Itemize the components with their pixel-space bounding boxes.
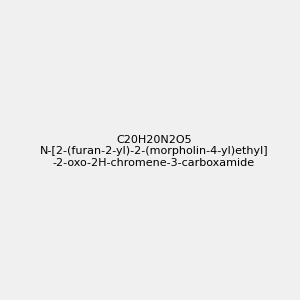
Text: C20H20N2O5
N-[2-(furan-2-yl)-2-(morpholin-4-yl)ethyl]
-2-oxo-2H-chromene-3-carbo: C20H20N2O5 N-[2-(furan-2-yl)-2-(morpholi… <box>39 135 268 168</box>
